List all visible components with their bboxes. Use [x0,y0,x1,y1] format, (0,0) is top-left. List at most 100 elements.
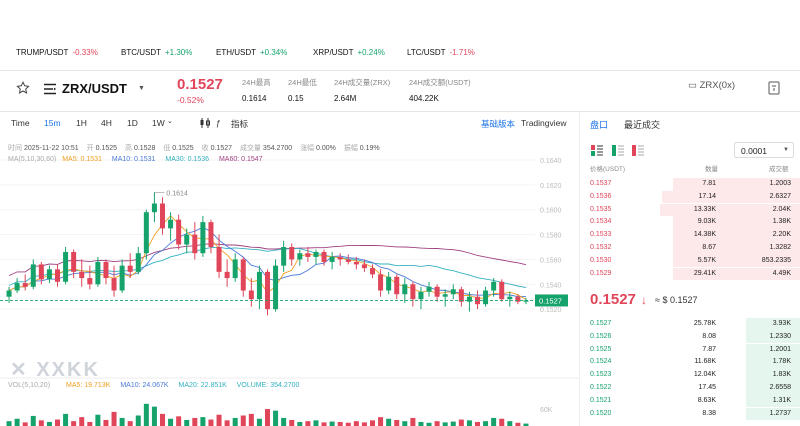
tab-recent-trades[interactable]: 最近成交 [624,120,661,130]
candle [321,251,327,262]
orderbook-bids-icon[interactable] [612,145,624,156]
volume-bar [345,422,351,426]
volume-bar [6,421,12,426]
volume-bar [46,421,52,426]
depth-bar [672,242,800,255]
volume-bar [264,409,271,426]
order-price: 0.1534 [590,218,612,226]
order-price: 0.1532 [590,244,612,251]
pair-list-icon[interactable] [43,83,57,95]
order-price: 0.1529 [590,269,612,277]
ask-row[interactable]: 0.1529 29.41K 4.49K [580,267,800,281]
volume-bar [103,419,109,426]
tab-orderbook[interactable]: 盘口 [590,120,609,130]
asset-info-button[interactable]: ▭ ZRX(0x) [688,80,735,91]
pair-name[interactable]: ZRX/USDT [62,81,127,96]
volume-bar [240,415,246,426]
order-qty: 11.68K [694,358,716,366]
view-basic-tab[interactable]: 基础版本 [481,119,516,129]
order-price: 0.1536 [590,192,612,200]
candle [499,281,505,300]
bid-row[interactable]: 0.1526 8.08 1.2330 [580,330,800,344]
candle-type-icon[interactable] [199,118,211,128]
order-total: 1.31K [772,396,791,404]
interval-time[interactable]: Time [11,118,30,128]
volume-bar [63,413,69,426]
bid-row[interactable]: 0.1520 8.38 1.2737 [580,407,800,421]
ask-row[interactable]: 0.1534 9.03K 1.38K [580,216,800,229]
interval-1d[interactable]: 1D [127,118,138,128]
chevron-down-icon[interactable]: ▼ [138,85,145,92]
candle [127,265,133,272]
volume-bar [216,414,222,426]
y-tick-label: 0.1560 [540,257,562,264]
volume-bar [127,421,133,426]
bid-row[interactable]: 0.1524 11.68K 1.78K [580,356,800,369]
depth-bar [745,382,800,395]
depth-bar [672,267,800,281]
bid-row[interactable]: 0.1522 17.45 2.6558 [580,382,800,395]
ma30-line [8,246,527,289]
ticker-item[interactable]: LTC/USDT -1.71% [407,48,475,57]
order-price: 0.1530 [590,256,612,264]
ask-row[interactable]: 0.1535 13.33K 2.04K [580,203,800,217]
book-icon[interactable] [768,81,780,95]
bid-row[interactable]: 0.1523 12.04K 1.83K [580,369,800,382]
order-qty: 25.78K [693,320,716,327]
order-price: 0.1537 [590,180,612,187]
order-qty: 5.57K [697,256,716,264]
chart-canvas[interactable]: 0.1640 0.1620 0.1600 0.1580 0.1560 0.1540 0.15… [0,134,578,426]
order-total: 1.3282 [769,244,791,251]
ask-row[interactable]: 0.1533 14.38K 2.20K [580,229,800,242]
favorite-star-icon[interactable] [16,81,30,95]
ticker-item[interactable]: XRP/USDT +0.24% [313,48,385,57]
ask-row[interactable]: 0.1530 5.57K 853.2335 [580,254,800,268]
volume-bar [402,421,408,426]
candle [466,296,472,302]
interval-1h[interactable]: 1H [76,118,87,128]
precision-select[interactable]: 0.0001 ▼ [734,142,794,158]
ticker-item[interactable]: ETH/USDT +0.34% [216,48,288,57]
bid-row[interactable]: 0.1527 25.78K 3.93K [580,318,800,331]
order-total: 1.78K [772,358,791,366]
order-qty: 7.87 [702,345,716,353]
candle [483,290,489,305]
ticker-item[interactable]: BTC/USDT +1.30% [121,48,193,57]
view-tradingview-tab[interactable]: Tradingview [521,118,567,128]
orderbook-both-icon[interactable] [591,145,603,156]
volume-bar [232,417,238,426]
indicator-icon[interactable]: ƒ [216,118,221,128]
bid-row[interactable]: 0.1525 7.87 1.2001 [580,343,800,357]
ask-row[interactable]: 0.1532 8.67 1.3282 [580,242,800,255]
candle [30,264,36,287]
candle [378,274,384,291]
volume-bar [38,420,44,426]
interval-15m[interactable]: 15m [44,118,61,128]
candle [361,264,367,269]
ohlc-info: 时间 2025-11-22 10:51 开 0.1525 高 0.1528 低 … [8,145,380,152]
candle [14,283,20,291]
order-total: 1.2737 [769,409,791,417]
mid-price-usd: ≈ $ 0.1527 [655,295,698,305]
depth-bar [672,229,800,242]
interval-4h[interactable]: 4H [101,118,112,128]
order-total: 1.2003 [769,180,791,187]
ticker-item[interactable]: TRUMP/USDT -0.33% [16,48,98,57]
candle [192,234,198,254]
order-qty: 17.14 [698,192,716,200]
ask-row[interactable]: 0.1536 17.14 2.6327 [580,190,800,204]
order-total: 1.83K [772,371,791,379]
candlestick-chart[interactable]: 0.1640 0.1620 0.1600 0.1580 0.1560 0.1540 0.15… [0,134,578,426]
order-price: 0.1521 [590,396,612,404]
order-qty: 14.38K [693,231,716,239]
ask-row[interactable]: 0.1537 7.81 1.2003 [580,178,800,191]
volume-bar [321,422,327,426]
indicator-button[interactable]: 指标 [231,119,249,129]
bid-row[interactable]: 0.1521 8.63K 1.31K [580,394,800,408]
chevron-down-icon[interactable]: ⌄ [167,118,173,125]
pair-header: ZRX/USDT ▼ 0.1527 -0.52% 24H最高 0.1614 24H… [0,71,800,111]
order-total: 4.49K [772,269,791,277]
candle [273,265,279,310]
interval-1w[interactable]: 1W [152,118,165,128]
orderbook-asks-icon[interactable] [632,145,644,156]
